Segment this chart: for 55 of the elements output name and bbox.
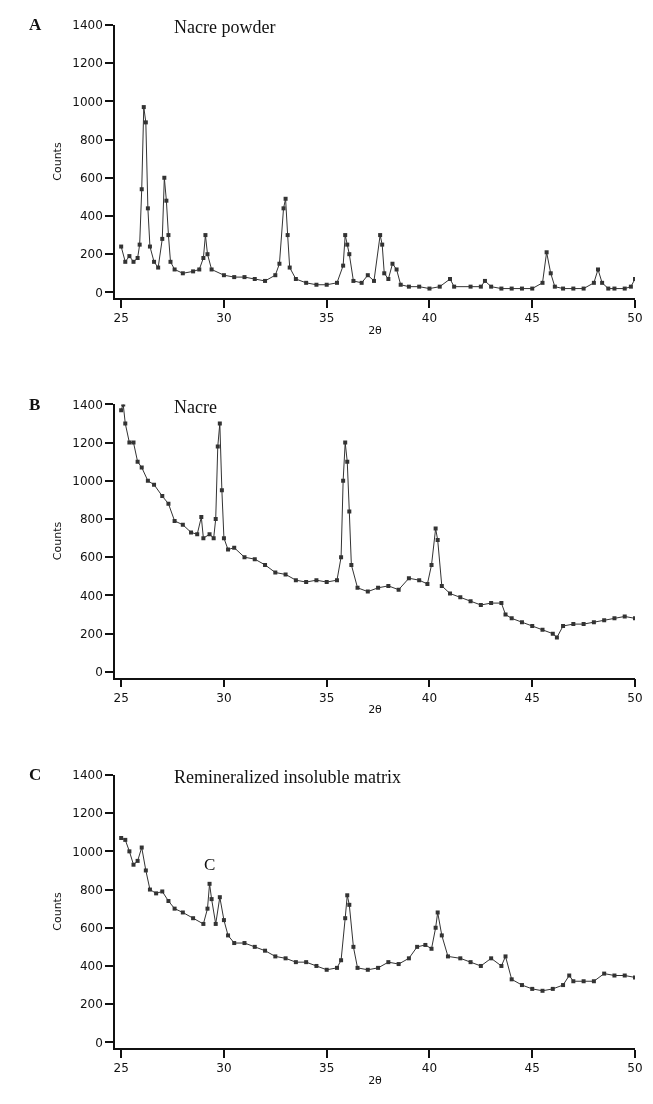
y-tick-label: 0 bbox=[95, 665, 103, 680]
x-tick-label: 35 bbox=[319, 690, 335, 705]
y-tick-label: 800 bbox=[79, 512, 103, 527]
y-tick-label: 200 bbox=[79, 247, 103, 262]
y-tick-label: 400 bbox=[79, 209, 103, 224]
y-tick-label: 600 bbox=[79, 170, 103, 185]
y-tick-label: 1000 bbox=[72, 94, 103, 109]
x-tick-label: 50 bbox=[627, 1061, 643, 1076]
x-tick-label: 50 bbox=[627, 690, 643, 705]
x-tick-label: 50 bbox=[627, 311, 643, 326]
y-tick-label: 1200 bbox=[72, 806, 103, 821]
x-tick-label: 25 bbox=[113, 311, 129, 326]
chart-title: A bbox=[29, 15, 42, 34]
x-tick-label: 30 bbox=[216, 311, 232, 326]
y-tick-label: 800 bbox=[79, 132, 103, 147]
x-tick-label: 40 bbox=[421, 690, 438, 705]
y-tick-label: 1000 bbox=[72, 474, 103, 489]
x-axis-title: 2θ bbox=[368, 703, 383, 717]
y-tick-label: 0 bbox=[95, 285, 103, 300]
y-tick-label: 400 bbox=[79, 959, 103, 974]
annotation: C bbox=[204, 855, 216, 874]
chart-title: B bbox=[29, 395, 41, 414]
y-tick-label: 0 bbox=[95, 1035, 103, 1050]
y-tick-label: 200 bbox=[79, 626, 103, 641]
x-tick-label: 40 bbox=[421, 311, 438, 326]
y-axis-title: Counts bbox=[51, 521, 65, 561]
y-tick-label: 600 bbox=[79, 920, 103, 935]
y-tick-label: 200 bbox=[79, 997, 103, 1012]
x-tick-label: 45 bbox=[524, 690, 540, 705]
x-tick-label: 40 bbox=[421, 1061, 438, 1076]
x-axis-title: 2θ bbox=[368, 1073, 383, 1087]
y-tick-label: 1200 bbox=[72, 56, 103, 71]
y-tick-label: 1200 bbox=[72, 435, 103, 450]
y-tick-label: 400 bbox=[79, 588, 103, 603]
x-axis-title: 2θ bbox=[368, 323, 383, 337]
y-tick-label: 800 bbox=[79, 882, 103, 897]
y-tick-label: 1400 bbox=[72, 18, 103, 33]
x-tick-label: 45 bbox=[524, 311, 540, 326]
annotation: Nacre bbox=[174, 397, 217, 417]
chart-title: C bbox=[29, 765, 42, 784]
x-tick-label: 25 bbox=[113, 1061, 129, 1076]
y-tick-label: 1400 bbox=[72, 768, 103, 783]
y-axis-title: Counts bbox=[51, 142, 65, 181]
y-axis-title: Counts bbox=[51, 892, 65, 931]
x-tick-label: 45 bbox=[524, 1061, 540, 1076]
x-tick-label: 30 bbox=[216, 690, 232, 705]
annotation: Remineralized insoluble matrix bbox=[174, 767, 401, 787]
x-tick-label: 35 bbox=[319, 311, 335, 326]
y-tick-label: 600 bbox=[79, 550, 103, 565]
annotation: Nacre powder bbox=[174, 17, 276, 37]
x-tick-label: 25 bbox=[113, 690, 129, 705]
x-tick-label: 35 bbox=[319, 1061, 335, 1076]
x-tick-label: 30 bbox=[216, 1061, 232, 1076]
y-tick-label: 1000 bbox=[72, 844, 103, 859]
y-tick-label: 1400 bbox=[72, 397, 103, 412]
